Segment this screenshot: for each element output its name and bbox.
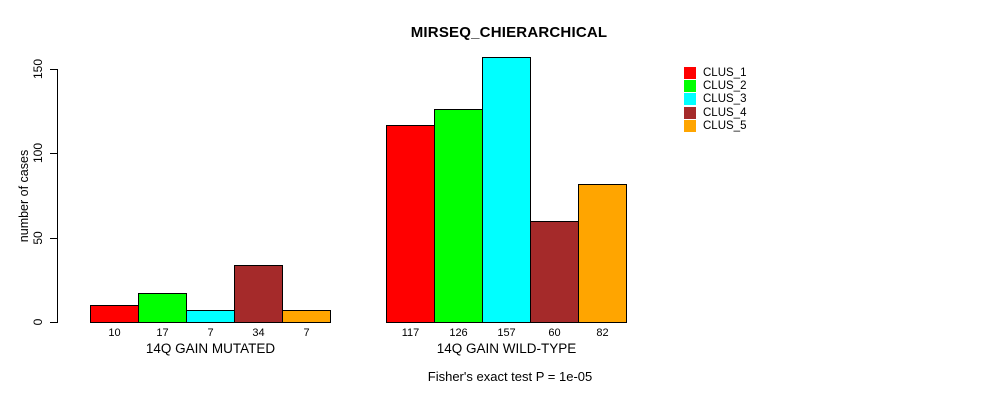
bar-clus_4 (234, 264, 283, 323)
bar-clus_4 (530, 220, 579, 323)
legend-row: CLUS_3 (684, 93, 746, 106)
group-label: 14Q GAIN MUTATED (145, 341, 276, 356)
legend-row: CLUS_1 (684, 66, 746, 79)
legend-label: CLUS_2 (703, 79, 747, 92)
bar-value-label: 34 (252, 327, 265, 339)
legend: CLUS_1 CLUS_2 CLUS_3 CLUS_4 CLUS_5 (684, 66, 746, 132)
bar-value-label: 17 (156, 327, 169, 339)
footnote-text: Fisher's exact test P = 1e-05 (427, 369, 593, 384)
bar-value-label: 7 (303, 327, 310, 339)
legend-swatch (684, 66, 696, 79)
bar-value-label: 7 (207, 327, 214, 339)
bar-value-label: 82 (596, 327, 609, 339)
bar-value-label: 126 (449, 327, 468, 339)
y-tick (50, 322, 57, 323)
bar-clus_3 (482, 57, 531, 323)
y-tick (50, 69, 57, 70)
legend-swatch (684, 119, 696, 132)
legend-row: CLUS_4 (684, 106, 746, 119)
legend-row: CLUS_2 (684, 79, 746, 92)
legend-label: CLUS_5 (703, 119, 747, 132)
group-label: 14Q GAIN WILD-TYPE (436, 341, 577, 356)
legend-label: CLUS_1 (703, 66, 747, 79)
bar-clus_2 (138, 293, 187, 323)
legend-swatch (684, 79, 696, 92)
bar-clus_5 (578, 183, 627, 323)
bar-value-label: 117 (401, 327, 420, 339)
bar-value-label: 10 (108, 327, 121, 339)
legend-label: CLUS_4 (703, 106, 747, 119)
bar-clus_5 (282, 310, 331, 323)
bar-value-label: 157 (497, 327, 516, 339)
bar-value-label: 60 (548, 327, 561, 339)
legend-swatch (684, 106, 696, 119)
legend-label: CLUS_3 (703, 93, 747, 106)
legend-swatch (684, 93, 696, 106)
chart-title: MIRSEQ_CHIERARCHICAL (410, 24, 608, 41)
legend-row: CLUS_5 (684, 119, 746, 132)
y-tick (50, 237, 57, 239)
y-axis-line (57, 69, 58, 323)
y-tick (50, 153, 57, 155)
